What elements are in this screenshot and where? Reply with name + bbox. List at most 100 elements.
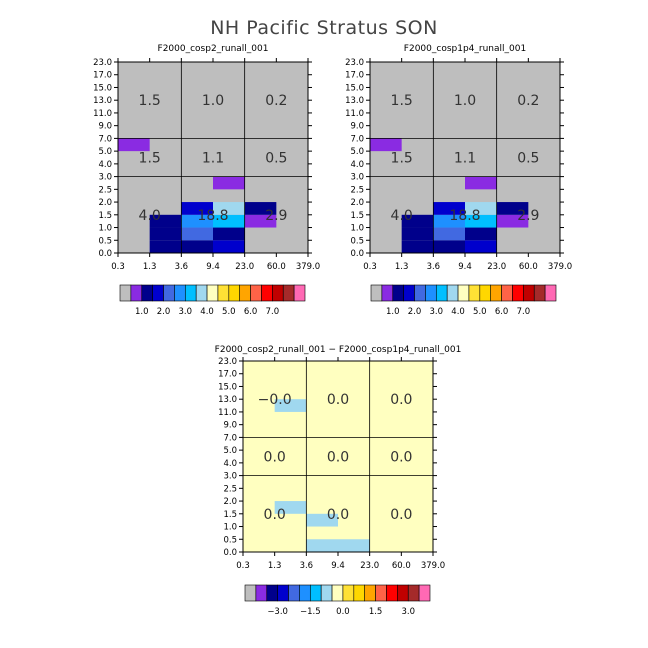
region-value-label: 1.0: [454, 93, 476, 109]
heatmap-cell: [149, 214, 182, 228]
colorbar-swatch: [435, 284, 448, 302]
heatmap-cell: [465, 202, 497, 215]
heatmap-cell: [433, 240, 465, 253]
y-tick-label: 13.0: [218, 395, 237, 405]
y-tick-label: 4.0: [223, 459, 237, 469]
region-value-label: −0.0: [258, 392, 292, 408]
region-value-label: 0.0: [327, 507, 349, 523]
region-value-label: 18.8: [449, 208, 480, 224]
colorbar: 1.0 2.0 3.0 4.0 5.0 6.0 7.0: [370, 284, 557, 317]
colorbar-label: 6.0: [244, 307, 258, 317]
heatmap-cell: [213, 202, 245, 215]
region-value-label: 2.9: [517, 208, 539, 224]
colorbar-swatch: [533, 284, 546, 302]
colorbar-swatch: [418, 584, 431, 602]
y-tick-label: 5.0: [223, 446, 237, 456]
heatmap-cell: [401, 227, 434, 241]
colorbar-label: 2.0: [408, 307, 422, 317]
y-tick-label: 9.0: [98, 122, 112, 132]
y-tick-label: 1.0: [223, 523, 237, 533]
y-tick-label: 0.0: [223, 548, 237, 558]
region-value-label: 0.0: [390, 507, 412, 523]
heatmap-cell: [213, 240, 245, 253]
colorbar-swatch: [228, 284, 241, 302]
y-tick-label: 0.5: [98, 236, 112, 246]
y-tick-label: 11.0: [93, 109, 112, 119]
region-value-label: 0.5: [517, 151, 539, 167]
y-tick-label: 7.0: [223, 433, 237, 443]
colorbar-swatch: [457, 284, 470, 302]
colorbar-swatch: [342, 584, 355, 602]
y-tick-label: 1.5: [223, 510, 237, 520]
panels-group: F2000_cosp2_runall_001 4.0 18.8 2.9 1.5 1.1 0.…: [93, 44, 572, 617]
colorbar-swatch: [386, 584, 398, 602]
y-tick-label: 3.0: [223, 472, 237, 482]
colorbar-swatch: [468, 284, 481, 302]
colorbar-swatch: [217, 284, 230, 302]
x-tick-label: 9.4: [206, 262, 220, 272]
colorbar-swatch: [261, 284, 273, 302]
y-tick-label: 4.0: [350, 160, 364, 170]
colorbar-swatch: [403, 284, 415, 302]
heatmap-cell: [244, 214, 277, 228]
colorbar-swatch: [544, 284, 557, 302]
colorbar-swatch: [512, 284, 524, 302]
heatmap-cell: [433, 202, 465, 215]
heatmap-cell: [244, 202, 277, 215]
colorbar-swatch: [309, 584, 322, 602]
colorbar-swatch: [184, 284, 197, 302]
y-tick-label: 15.0: [345, 83, 364, 93]
y-tick-label: 5.0: [350, 147, 364, 157]
y-tick-label: 15.0: [93, 83, 112, 93]
y-tick-label: 9.0: [350, 122, 364, 132]
colorbar-label: 2.0: [157, 307, 171, 317]
x-tick-label: 379.0: [421, 561, 445, 571]
heatmap-cell: [306, 539, 338, 552]
colorbar-swatch: [163, 284, 175, 302]
panel-3: F2000_cosp2_runall_001 − F2000_cosp1p4_r…: [215, 345, 462, 617]
x-tick-label: 60.0: [267, 262, 286, 272]
colorbar-swatch: [446, 284, 459, 302]
colorbar-swatch: [195, 284, 208, 302]
y-tick-label: 2.0: [223, 497, 237, 507]
x-tick-label: 1.3: [395, 262, 409, 272]
heatmap-cell: [496, 214, 529, 228]
heatmap-cell: [401, 240, 434, 253]
colorbar-swatch: [364, 584, 376, 602]
region-value-label: 0.0: [390, 450, 412, 466]
x-tick-label: 60.0: [519, 262, 538, 272]
panel-title: F2000_cosp2_runall_001: [158, 44, 269, 54]
y-tick-label: 1.5: [350, 211, 364, 221]
region-value-label: 4.0: [391, 208, 413, 224]
colorbar-label: 1.0: [386, 307, 400, 317]
heatmap-cell: [338, 539, 370, 552]
colorbar-swatch: [523, 284, 535, 302]
y-tick-label: 1.0: [350, 224, 364, 234]
colorbar-swatch: [425, 284, 437, 302]
y-tick-label: 23.0: [93, 58, 112, 68]
heatmap-cell: [213, 227, 245, 241]
y-tick-label: 3.0: [98, 173, 112, 183]
heatmap-cell: [306, 513, 338, 527]
x-tick-label: 1.3: [268, 561, 282, 571]
panel-1: F2000_cosp2_runall_001 4.0 18.8 2.9 1.5 1.1 0.…: [93, 44, 320, 317]
y-tick-label: 13.0: [93, 96, 112, 106]
colorbar-swatch: [479, 284, 492, 302]
y-tick-label: 2.0: [98, 198, 112, 208]
colorbar-swatch: [130, 284, 143, 302]
colorbar-swatch: [250, 284, 262, 302]
x-tick-label: 0.3: [111, 262, 125, 272]
heatmap-cell: [401, 214, 434, 228]
region-value-label: 1.5: [391, 151, 413, 167]
colorbar-swatch: [272, 284, 284, 302]
region-value-label: 0.0: [327, 450, 349, 466]
y-tick-label: 2.5: [223, 484, 237, 494]
y-tick-label: 0.0: [350, 249, 364, 259]
colorbar: 1.0 2.0 3.0 4.0 5.0 6.0 7.0: [119, 284, 306, 317]
colorbar-swatch: [293, 284, 306, 302]
colorbar-label: 5.0: [222, 307, 236, 317]
region-value-label: 0.0: [390, 392, 412, 408]
x-tick-label: 60.0: [392, 561, 411, 571]
colorbar-swatch: [407, 584, 420, 602]
y-tick-label: 3.0: [350, 173, 364, 183]
